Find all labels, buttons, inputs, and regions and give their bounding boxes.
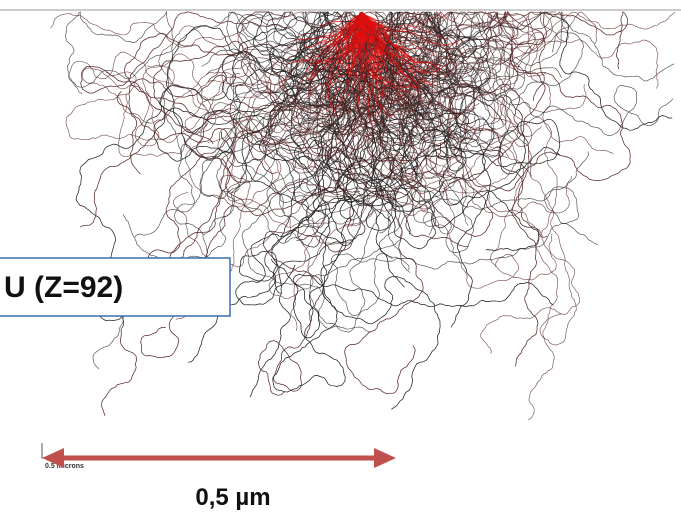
trajectory bbox=[391, 118, 494, 328]
trajectory bbox=[416, 12, 675, 53]
trajectory bbox=[259, 87, 354, 395]
page: U (Z=92) 0.5 microns 0,5 µm (() => { con… bbox=[0, 0, 681, 515]
trajectory bbox=[391, 118, 494, 328]
trajectory bbox=[420, 89, 557, 420]
trajectories bbox=[51, 12, 676, 420]
simulation-figure: U (Z=92) 0.5 microns 0,5 µm bbox=[0, 0, 681, 515]
arrow-head-right bbox=[374, 448, 396, 468]
scale-bar-label: 0.5 microns bbox=[45, 463, 84, 470]
trajectory bbox=[259, 87, 354, 395]
scale-caption: 0,5 µm bbox=[195, 484, 270, 511]
material-label: U (Z=92) bbox=[4, 271, 123, 304]
